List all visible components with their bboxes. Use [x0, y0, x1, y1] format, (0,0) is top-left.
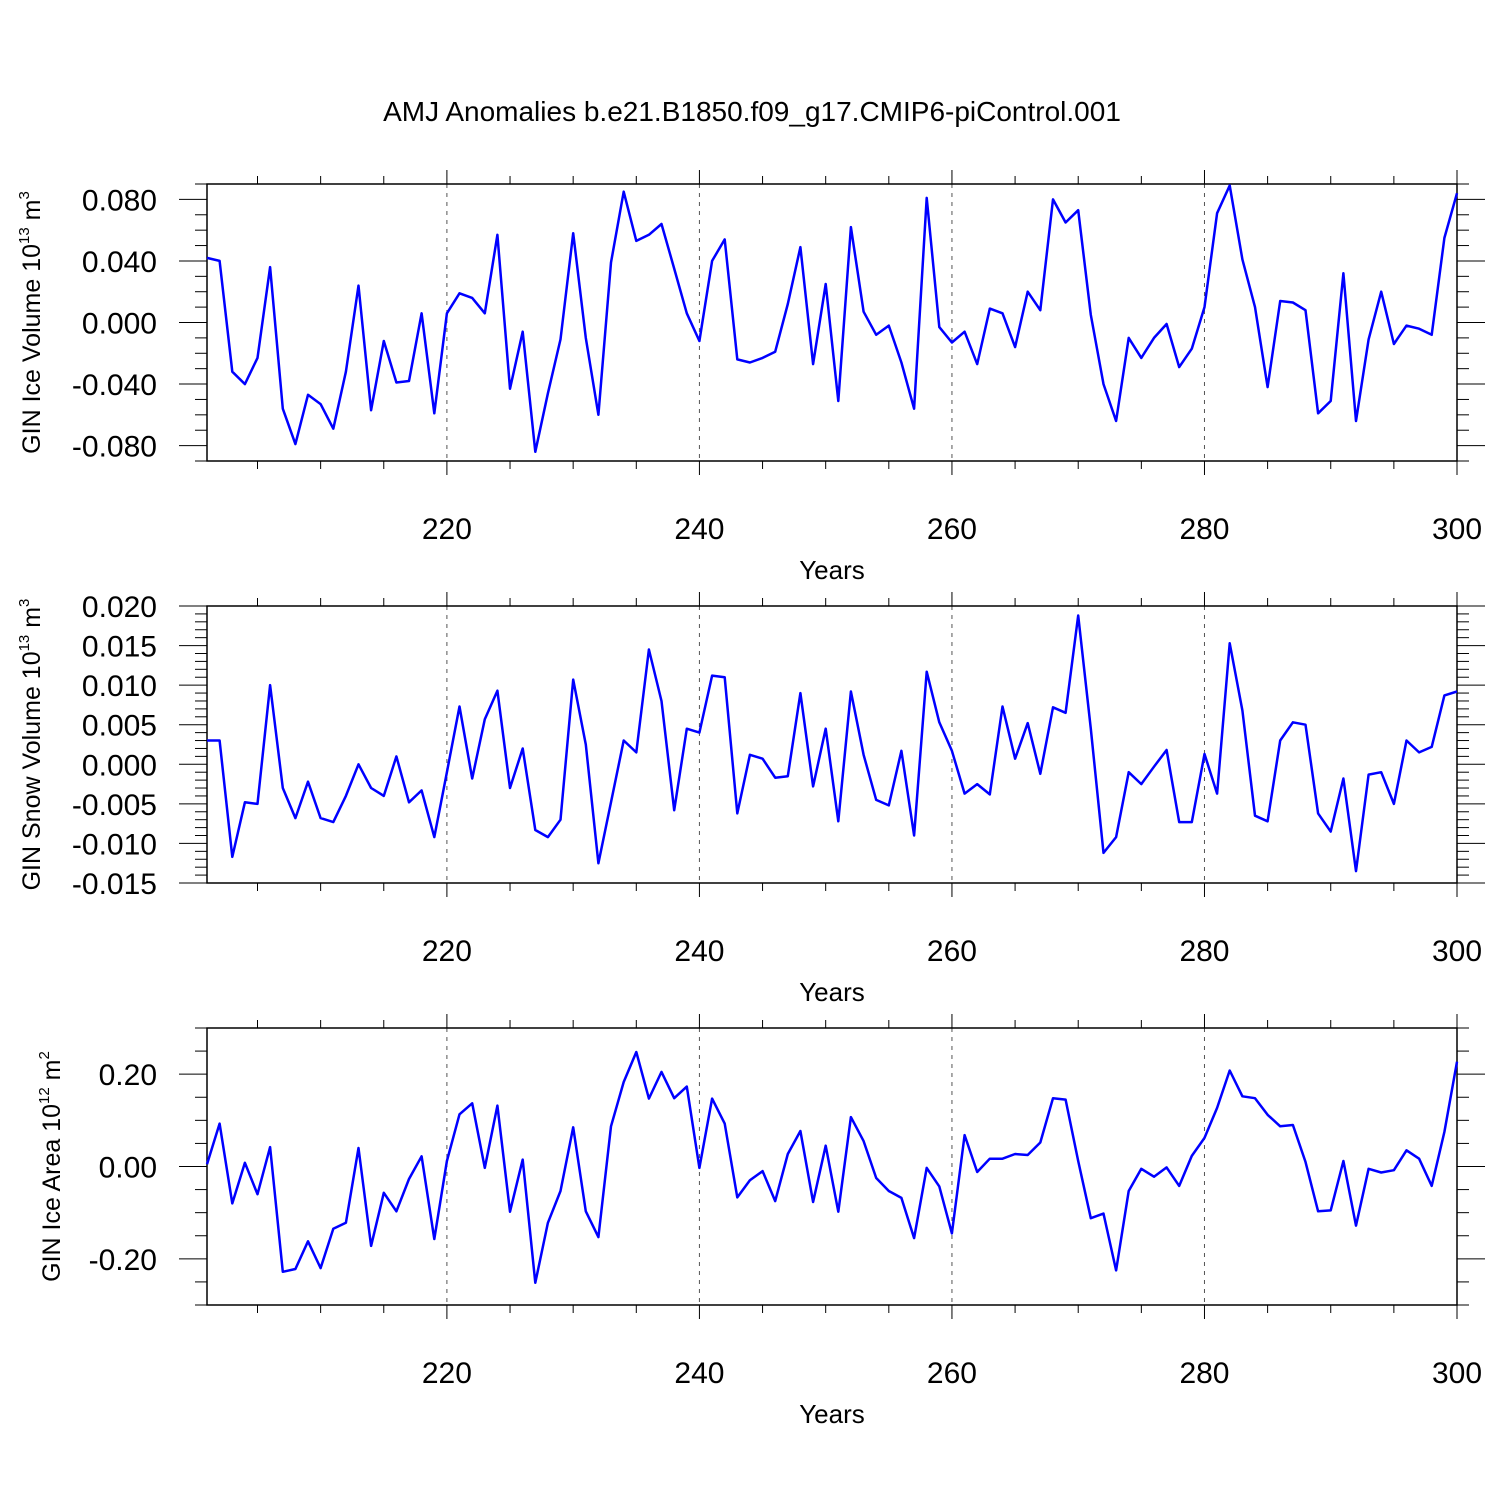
- y-tick-label: -0.20: [89, 1244, 157, 1277]
- y-label-unit: m: [18, 200, 46, 228]
- panel-2: 220 240 260 280 300 Years -0.015 -0.010 -0.005 0.…: [16, 591, 1485, 1007]
- x-tick-label: 240: [674, 935, 724, 968]
- y-label-exponent: 13: [16, 635, 33, 652]
- series-line: [205, 1050, 1459, 1285]
- y-label-main: GIN Snow Volume 10: [18, 651, 46, 890]
- x-axis-label: Years: [799, 1399, 865, 1429]
- y-tick-label: 0.010: [82, 670, 157, 703]
- y-label-main: GIN Ice Volume 10: [18, 244, 46, 454]
- y-label-unit: m: [38, 1060, 66, 1088]
- y-label-unit: m: [18, 607, 46, 635]
- x-tick-label: 260: [927, 513, 977, 546]
- y-tick-label: 0.00: [99, 1152, 157, 1185]
- y-tick-label: -0.010: [72, 828, 157, 861]
- x-tick-label: 240: [674, 513, 724, 546]
- plot-frame: [206, 1027, 1458, 1306]
- series-line: [207, 614, 1458, 873]
- plot-frame: [206, 183, 1458, 462]
- x-tick-label: 220: [422, 1357, 472, 1390]
- x-tick-label: 260: [927, 935, 977, 968]
- x-tick-label: 220: [422, 513, 472, 546]
- x-tick-label: 260: [927, 1357, 977, 1390]
- y-tick-label: 0.20: [99, 1059, 157, 1092]
- x-tick-label: 280: [1179, 1357, 1229, 1390]
- x-tick-label: 280: [1179, 935, 1229, 968]
- y-label-unit-exponent: 2: [36, 1051, 53, 1059]
- panel-3: 220 240 260 280 300 Years -0.20 0.00 0.20 GIN Ice…: [36, 1014, 1485, 1429]
- x-axis-label: Years: [799, 977, 865, 1007]
- x-tick-label: 300: [1432, 1357, 1482, 1390]
- x-tick-label: 300: [1432, 513, 1482, 546]
- y-tick-label: -0.005: [72, 789, 157, 822]
- panel-1: 220 240 260 280 300 Years -0.080 -0.040 0.000 0.0…: [16, 170, 1485, 585]
- y-tick-label: 0.000: [82, 308, 157, 341]
- y-axis-label: GIN Snow Volume 1013 m3: [16, 599, 46, 891]
- plot-frame: [206, 605, 1458, 884]
- y-label-exponent: 13: [16, 227, 33, 244]
- y-tick-label: 0.080: [82, 184, 157, 217]
- chart-title: AMJ Anomalies b.e21.B1850.f09_g17.CMIP6-…: [383, 96, 1121, 127]
- x-tick-label: 220: [422, 935, 472, 968]
- y-tick-label: 0.020: [82, 591, 157, 624]
- series-line: [206, 184, 1459, 454]
- panels: 220 240 260 280 300 Years -0.080 -0.040 0.000 0.0…: [16, 170, 1485, 1429]
- x-tick-label: 300: [1432, 935, 1482, 968]
- y-axis-label: GIN Ice Area 1012 m2: [36, 1051, 66, 1282]
- y-tick-label: -0.040: [72, 369, 157, 402]
- y-label-unit-exponent: 3: [16, 599, 33, 607]
- y-label-unit-exponent: 3: [16, 191, 33, 199]
- y-tick-label: 0.040: [82, 246, 157, 279]
- x-tick-label: 280: [1179, 513, 1229, 546]
- y-tick-label: 0.005: [82, 710, 157, 743]
- y-tick-label: 0.015: [82, 631, 157, 664]
- y-label-main: GIN Ice Area 10: [38, 1104, 66, 1282]
- y-label-exponent: 12: [36, 1087, 53, 1104]
- y-tick-label: 0.000: [82, 749, 157, 782]
- y-tick-label: -0.080: [72, 431, 157, 464]
- y-axis-label: GIN Ice Volume 1013 m3: [16, 191, 46, 454]
- x-tick-label: 240: [674, 1357, 724, 1390]
- y-tick-label: -0.015: [72, 868, 157, 901]
- x-axis-label: Years: [799, 555, 865, 585]
